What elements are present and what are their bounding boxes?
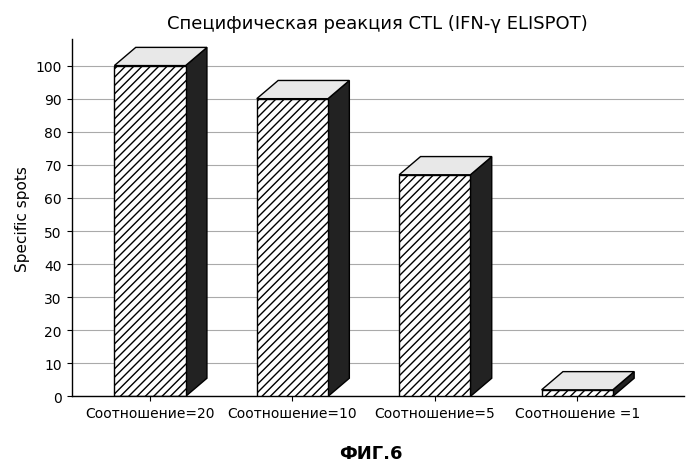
Y-axis label: Specific spots: Specific spots	[15, 165, 30, 271]
Title: Специфическая реакция CTL (IFN-γ ELISPOT): Специфическая реакция CTL (IFN-γ ELISPOT…	[168, 15, 588, 33]
Polygon shape	[115, 66, 185, 397]
Polygon shape	[328, 81, 350, 397]
Polygon shape	[399, 157, 492, 175]
Polygon shape	[399, 175, 470, 397]
Polygon shape	[257, 81, 350, 100]
Polygon shape	[115, 48, 207, 66]
Polygon shape	[257, 100, 328, 397]
Polygon shape	[470, 157, 492, 397]
Text: ФИГ.6: ФИГ.6	[339, 444, 402, 463]
Polygon shape	[185, 48, 207, 397]
Polygon shape	[613, 372, 634, 397]
Polygon shape	[542, 372, 634, 390]
Polygon shape	[542, 390, 613, 397]
